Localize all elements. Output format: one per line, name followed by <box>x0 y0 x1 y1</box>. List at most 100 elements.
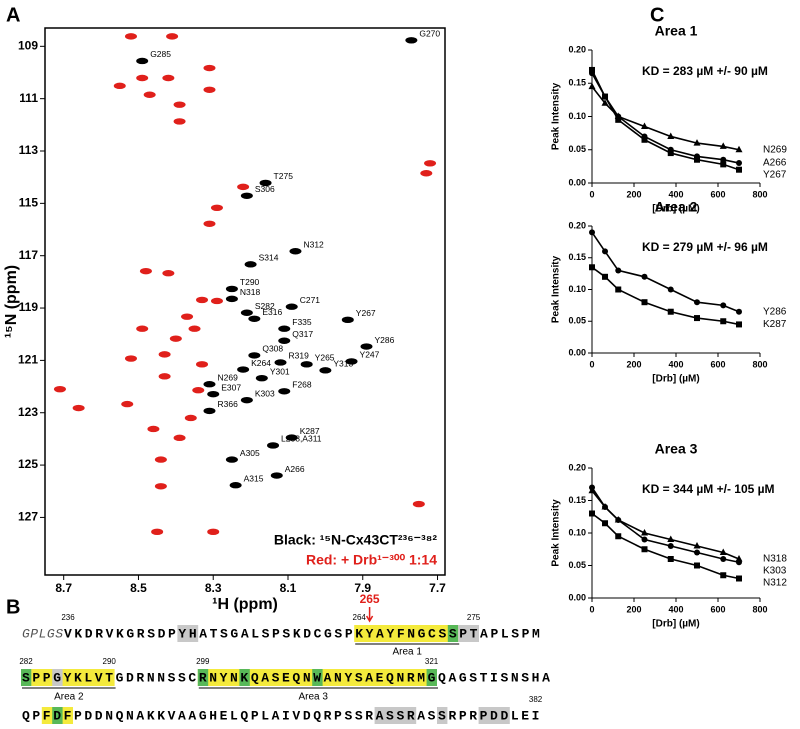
x-tick-label: 400 <box>668 359 683 369</box>
peak <box>173 434 186 442</box>
data-point <box>602 248 609 255</box>
peak <box>345 358 358 365</box>
x-axis-label: [Drb] (µM) <box>652 204 699 215</box>
annotation: KD = 283 µM +/- 90 µM <box>642 64 768 78</box>
residue-number: 321 <box>425 657 439 666</box>
peak-label: Q308 <box>262 344 283 354</box>
peak <box>203 64 216 72</box>
peak <box>229 482 242 489</box>
peak <box>412 500 425 508</box>
peak <box>124 355 137 362</box>
peak-label: K303 <box>255 388 275 398</box>
peak-label: G270 <box>419 29 440 39</box>
x-tick-label: 400 <box>668 604 683 614</box>
peak <box>225 285 238 293</box>
series-line <box>591 512 740 580</box>
peak <box>151 528 164 536</box>
peak-label: F335 <box>292 317 312 327</box>
peak-label: L288,A311 <box>281 434 322 444</box>
x-tick-label: 400 <box>668 189 683 199</box>
x-tick-label: 200 <box>626 604 641 614</box>
y-tick-label: 0.10 <box>568 527 586 537</box>
peak-label: Y286 <box>374 335 394 345</box>
peak <box>274 359 287 366</box>
data-point <box>720 302 727 309</box>
peak <box>278 337 291 344</box>
data-point <box>641 136 648 143</box>
data-point <box>694 315 700 322</box>
y-tick-label: 0.00 <box>568 177 586 187</box>
series-label: N312 <box>763 578 787 589</box>
x-tick-label: 7.7 <box>429 581 446 595</box>
residue-highlight <box>447 625 459 642</box>
panel-label: A <box>6 4 20 26</box>
peak <box>267 442 280 449</box>
peak <box>207 390 220 398</box>
peak <box>113 82 126 90</box>
x-tick-label: 800 <box>752 189 767 199</box>
y-tick-label: 0.15 <box>568 252 586 262</box>
y-tick-label: 125 <box>18 457 38 471</box>
x-axis-label: ¹H (ppm) <box>212 596 278 613</box>
peak <box>203 220 216 227</box>
series-line <box>591 490 740 560</box>
data-point <box>667 543 674 549</box>
annotation: KD = 344 µM +/- 105 µM <box>642 482 775 496</box>
residue-highlight <box>177 625 199 642</box>
data-point <box>641 122 648 129</box>
residue-highlight <box>312 669 323 686</box>
x-tick-label: 600 <box>710 604 725 614</box>
residue-highlight <box>437 707 448 724</box>
x-axis-label: [Drb] (µM) <box>652 374 699 385</box>
peak-label: E316 <box>262 307 282 317</box>
data-point <box>615 533 622 540</box>
peak <box>154 483 167 490</box>
peak <box>173 118 186 125</box>
data-point <box>589 484 595 491</box>
residue-highlight <box>31 669 115 686</box>
peak <box>203 381 216 388</box>
data-point <box>667 286 674 293</box>
data-point <box>694 299 700 306</box>
peak <box>139 267 152 275</box>
residue-number: 299 <box>196 657 210 666</box>
peak <box>143 91 156 98</box>
peak <box>136 74 149 82</box>
peak <box>240 309 253 316</box>
x-tick-label: 8.7 <box>55 581 72 595</box>
peak-label: N312 <box>303 239 324 249</box>
y-tick-label: 0.05 <box>568 144 586 154</box>
peak <box>244 261 257 268</box>
data-point <box>719 548 727 555</box>
peak <box>136 57 149 65</box>
panel-label: C <box>650 4 664 26</box>
y-axis-label: Peak Intensity <box>551 82 562 150</box>
data-point <box>615 286 622 293</box>
residue-highlight <box>52 707 63 724</box>
residue-number: 282 <box>19 657 33 666</box>
series-label: A266 <box>763 158 787 169</box>
y-tick-label: 115 <box>19 196 39 210</box>
peak <box>72 404 85 412</box>
peak-label: Y247 <box>360 350 380 360</box>
peak <box>121 400 134 408</box>
data-point <box>602 520 609 527</box>
data-point <box>667 556 674 562</box>
peak <box>237 366 250 373</box>
residue-highlight <box>426 669 437 686</box>
data-point <box>720 556 727 562</box>
data-point <box>641 536 648 543</box>
peak <box>289 248 302 255</box>
mutation-marker: 265 <box>360 592 380 606</box>
peak-label: K264 <box>251 358 271 368</box>
legend-entry: Red: + Drb¹⁻³⁰⁰ 1:14 <box>306 552 437 568</box>
peak <box>278 388 291 395</box>
chart-title: Area 3 <box>655 441 698 457</box>
peak-label: Y301 <box>270 366 290 376</box>
data-point <box>667 308 674 315</box>
series-label: Y286 <box>763 306 787 317</box>
peak-label: N318 <box>240 287 261 297</box>
y-tick-label: 111 <box>19 91 38 105</box>
residue-number: 275 <box>467 613 481 622</box>
data-point <box>602 504 609 510</box>
